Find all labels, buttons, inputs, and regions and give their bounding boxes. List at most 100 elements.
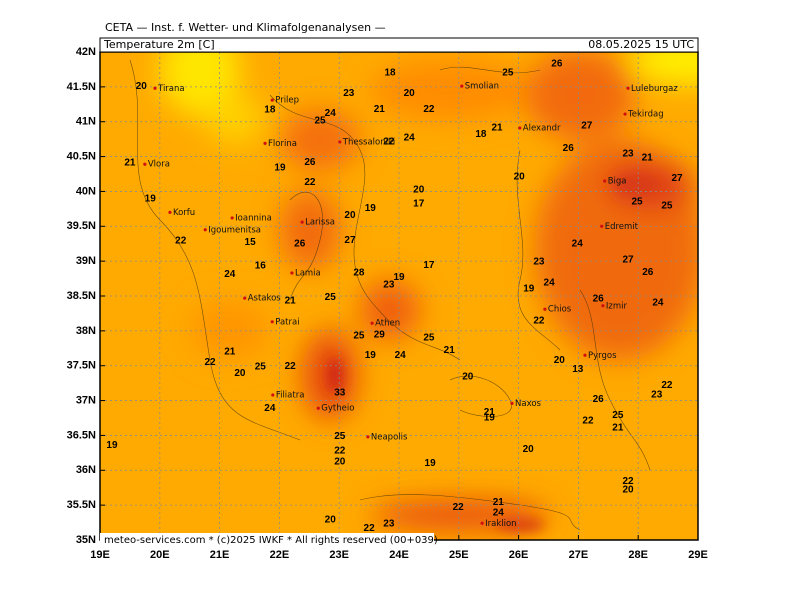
contour-label: 27 bbox=[344, 235, 356, 246]
lat-tick-label: 36N bbox=[76, 464, 96, 476]
lon-tick-label: 28E bbox=[628, 549, 648, 561]
contour-label: 27 bbox=[622, 254, 634, 265]
contour-label: 26 bbox=[294, 238, 306, 249]
city-name: Lamia bbox=[295, 268, 321, 278]
city-marker bbox=[243, 296, 247, 300]
lon-tick-label: 22E bbox=[270, 549, 290, 561]
contour-label: 21 bbox=[224, 346, 236, 357]
lon-tick-label: 23E bbox=[329, 549, 349, 561]
city-name: Chios bbox=[548, 305, 572, 315]
contour-label: 20 bbox=[523, 444, 535, 455]
contour-label: 19 bbox=[425, 458, 437, 469]
contour-label: 29 bbox=[374, 330, 386, 341]
city-marker bbox=[230, 216, 234, 220]
contour-label: 23 bbox=[383, 519, 395, 530]
city-marker bbox=[600, 224, 604, 228]
lat-tick-label: 38.5N bbox=[67, 290, 96, 302]
city-name: Florina bbox=[268, 139, 297, 149]
contour-label: 26 bbox=[304, 157, 316, 168]
lon-tick-label: 25E bbox=[449, 549, 469, 561]
field-name: Temperature 2m [C] bbox=[103, 38, 215, 51]
contour-label: 20 bbox=[514, 171, 526, 182]
lon-tick-label: 29E bbox=[688, 549, 708, 561]
contour-label: 19 bbox=[484, 413, 496, 424]
lon-tick-label: 26E bbox=[509, 549, 529, 561]
contour-label: 20 bbox=[413, 185, 425, 196]
contour-label: 18 bbox=[384, 68, 396, 79]
city-name: Tirana bbox=[157, 84, 185, 94]
contour-label: 22 bbox=[334, 445, 346, 456]
contour-label: 22 bbox=[622, 476, 634, 487]
city-name: Astakos bbox=[248, 294, 282, 304]
contour-label: 19 bbox=[393, 272, 405, 283]
contour-label: 21 bbox=[285, 296, 297, 307]
city-name: Edremit bbox=[605, 222, 639, 232]
city-marker bbox=[300, 220, 304, 224]
contour-label: 20 bbox=[344, 210, 356, 221]
contour-label: 22 bbox=[423, 104, 435, 115]
contour-label: 25 bbox=[661, 201, 673, 212]
lat-tick-label: 39N bbox=[76, 255, 96, 267]
contour-label: 19 bbox=[365, 350, 377, 361]
lat-tick-label: 37.5N bbox=[67, 360, 96, 372]
city-name: Larissa bbox=[305, 218, 335, 228]
contour-label: 20 bbox=[334, 457, 346, 468]
city-name: Korfu bbox=[173, 208, 195, 218]
contour-label: 21 bbox=[493, 497, 505, 508]
contour-label: 19 bbox=[274, 162, 286, 173]
city-marker bbox=[203, 228, 207, 232]
city-marker bbox=[153, 86, 157, 90]
city-marker bbox=[480, 521, 484, 525]
contour-label: 19 bbox=[523, 284, 535, 295]
contour-label: 22 bbox=[364, 523, 376, 534]
city-name: Izmir bbox=[606, 301, 628, 311]
contour-label: 20 bbox=[554, 355, 566, 366]
contour-label: 22 bbox=[582, 415, 594, 426]
contour-label: 28 bbox=[353, 268, 365, 279]
lat-tick-label: 39.5N bbox=[67, 220, 96, 232]
city-name: Filiatra bbox=[276, 390, 305, 400]
city-marker bbox=[270, 98, 274, 102]
lon-tick-label: 20E bbox=[150, 549, 170, 561]
contour-label: 22 bbox=[285, 361, 297, 372]
city-marker bbox=[270, 320, 274, 324]
lon-tick-label: 24E bbox=[389, 549, 409, 561]
contour-label: 23 bbox=[343, 88, 355, 99]
header-box bbox=[99, 37, 699, 53]
city-marker bbox=[338, 140, 342, 144]
contour-label: 26 bbox=[593, 394, 605, 405]
city-marker bbox=[601, 304, 605, 308]
contour-label: 25 bbox=[315, 116, 327, 127]
footer: meteo-services.com * (c)2025 IWKF * All … bbox=[104, 535, 438, 546]
contour-label: 21 bbox=[124, 157, 136, 168]
city-marker bbox=[583, 353, 587, 357]
city-name: Naxos bbox=[515, 399, 542, 409]
contour-label: 25 bbox=[631, 197, 643, 208]
contour-label: 27 bbox=[581, 121, 593, 132]
contour-label: 26 bbox=[563, 143, 575, 154]
lon-tick-label: 27E bbox=[569, 549, 589, 561]
contour-label: 20 bbox=[404, 88, 416, 99]
city-marker bbox=[290, 271, 294, 275]
city-name: Luleburgaz bbox=[631, 84, 678, 94]
contour-label: 18 bbox=[264, 105, 276, 116]
contour-label: 24 bbox=[652, 298, 664, 309]
lat-tick-label: 36.5N bbox=[67, 429, 96, 441]
city-marker bbox=[143, 162, 147, 166]
contour-label: 20 bbox=[234, 368, 246, 379]
contour-label: 21 bbox=[492, 123, 504, 134]
lon-tick-label: 19E bbox=[90, 549, 110, 561]
contour-label: 17 bbox=[423, 260, 435, 271]
city-marker bbox=[460, 84, 464, 88]
city-marker bbox=[168, 210, 172, 214]
contour-label: 17 bbox=[413, 199, 425, 210]
contour-label: 22 bbox=[383, 137, 395, 148]
contour-label: 21 bbox=[642, 153, 654, 164]
contour-label: 18 bbox=[475, 129, 487, 140]
contour-label: 20 bbox=[325, 514, 337, 525]
contour-label: 23 bbox=[533, 256, 545, 267]
city-name: Ioannina bbox=[235, 213, 272, 223]
contour-label: 25 bbox=[325, 292, 337, 303]
